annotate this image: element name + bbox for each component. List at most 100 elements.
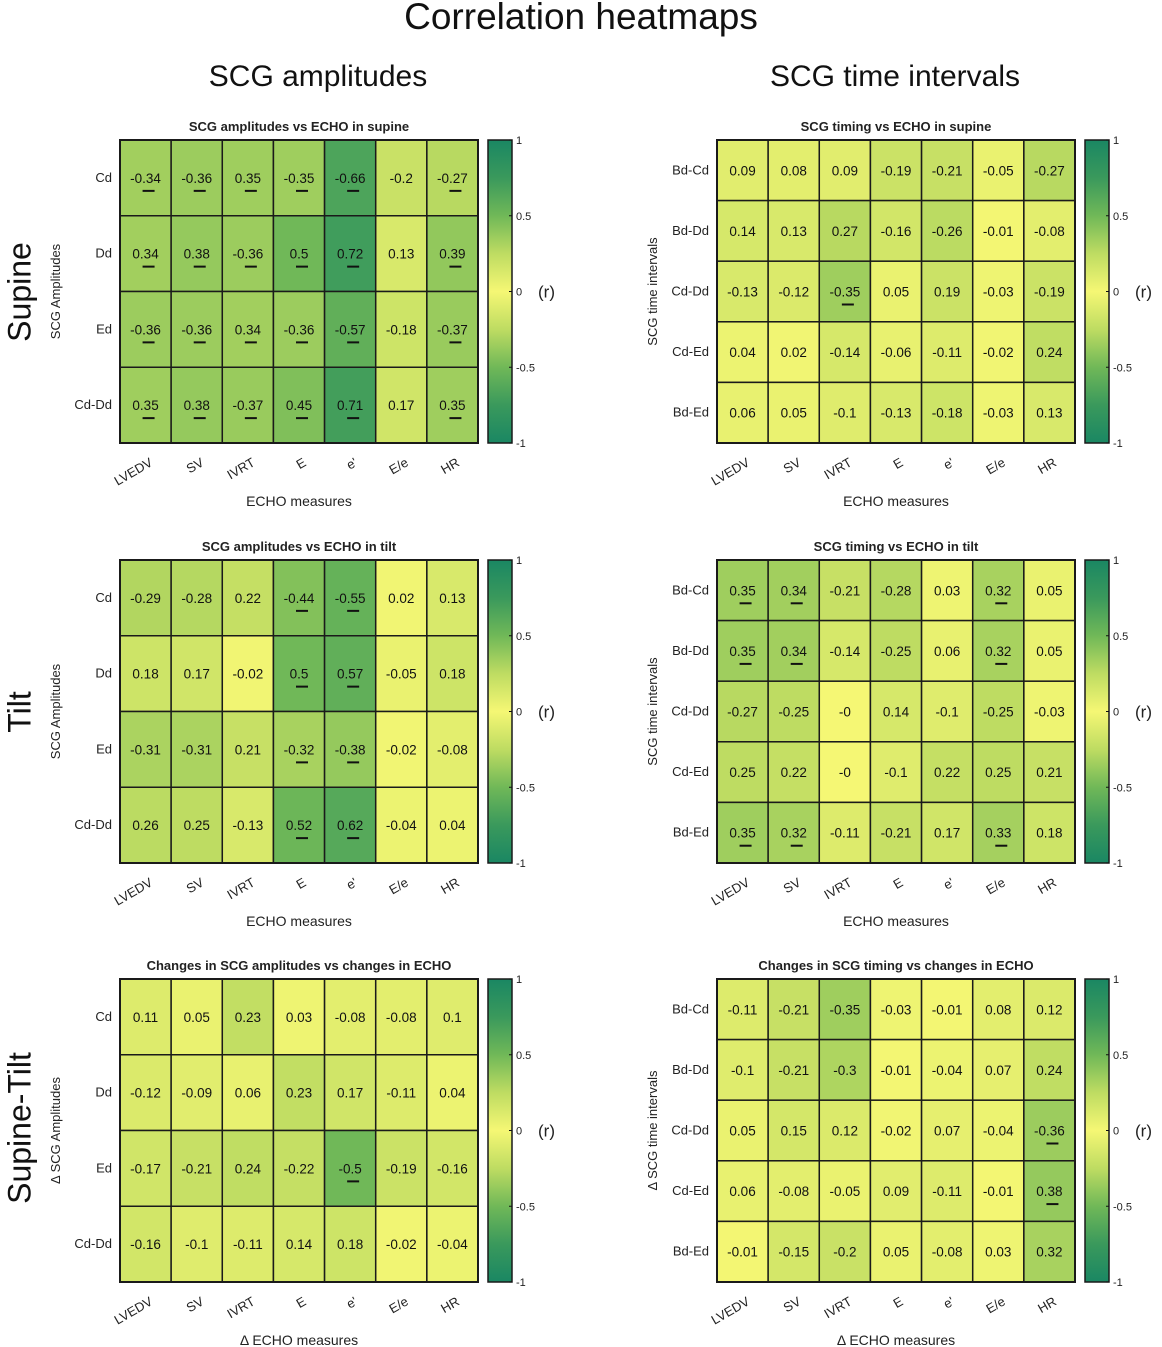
heatmap-cell xyxy=(221,1129,275,1207)
cell-value-label: -0.37 xyxy=(232,398,263,413)
colorbar-tick-label: -1 xyxy=(516,858,526,870)
heatmap-cell xyxy=(119,978,172,1056)
heatmap-cell xyxy=(426,710,479,788)
cell-value-label: 0.18 xyxy=(132,667,158,682)
cell-value-label: -0.19 xyxy=(881,163,912,178)
cell-value-label: 0.34 xyxy=(781,644,808,659)
cell-value-label: -0.02 xyxy=(386,742,417,757)
cell-value-label: 0.19 xyxy=(934,285,960,300)
heatmap-cell xyxy=(869,260,923,323)
heatmap-border xyxy=(119,139,479,444)
cell-value-label: -0.04 xyxy=(932,1063,963,1078)
heatmap-cell xyxy=(170,1129,224,1207)
cell-value-label: -0.01 xyxy=(881,1063,912,1078)
cell-value-label: 0.17 xyxy=(934,826,960,841)
cell-value-label: 0.12 xyxy=(1036,1002,1062,1017)
colorbar xyxy=(1084,559,1110,864)
heatmap-panel: SCG amplitudes vs ECHO in supine -0.34 -0.… xyxy=(48,119,555,509)
colorbar-tick-label: -0.5 xyxy=(1113,1201,1132,1213)
y-tick-label: Bd-Ed xyxy=(673,825,709,840)
cell-value-label: -0.44 xyxy=(284,591,315,606)
heatmap-cell xyxy=(119,1129,172,1207)
heatmap-cell xyxy=(920,978,974,1041)
colorbar-tick-label: 0 xyxy=(516,707,522,719)
cell-value-label: 0.04 xyxy=(439,1086,466,1101)
x-tick-label: HR xyxy=(1035,875,1059,897)
y-tick-label: Cd-Ed xyxy=(672,1183,709,1198)
heatmap-cell xyxy=(374,786,428,864)
cell-value-label: 0.03 xyxy=(985,1245,1011,1260)
cell-value-label: -0.03 xyxy=(983,406,1014,421)
cell-value-label: 0.22 xyxy=(781,765,807,780)
colorbar-tick-label: -0.5 xyxy=(1113,782,1132,794)
cell-value-label: -0.03 xyxy=(881,1002,912,1017)
colorbar-tick-label: 1 xyxy=(1113,555,1119,567)
x-tick-label: HR xyxy=(438,455,462,477)
x-tick-label: LVEDV xyxy=(708,1293,752,1327)
heatmap-cell xyxy=(374,215,428,293)
cell-value-label: -0.21 xyxy=(778,1063,809,1078)
cell-value-label: -0.08 xyxy=(932,1245,963,1260)
cell-value-label: 0.15 xyxy=(781,1124,807,1139)
cell-value-label: 0.17 xyxy=(337,1086,363,1101)
x-tick-label: LVEDV xyxy=(708,454,752,488)
cell-value-label: -0.21 xyxy=(829,583,860,598)
heatmap-cell xyxy=(323,290,377,368)
y-tick-label: Ed xyxy=(96,321,112,336)
cell-value-label: 0.5 xyxy=(290,247,309,262)
cell-value-label: -0.02 xyxy=(232,667,263,682)
y-axis-label: Δ SCG time intervals xyxy=(645,1070,660,1190)
heatmap-cell xyxy=(221,290,275,368)
heatmap-cell xyxy=(170,215,224,293)
heatmap-cell xyxy=(767,619,821,682)
cell-value-label: -0.13 xyxy=(727,285,758,300)
cell-value-label: -0.29 xyxy=(130,591,161,606)
cell-value-label: 0.05 xyxy=(1036,583,1062,598)
cell-value-label: 0.35 xyxy=(729,826,755,841)
cell-value-label: -0.01 xyxy=(983,1184,1014,1199)
cell-value-label: -0.25 xyxy=(778,705,809,720)
y-tick-label: Dd xyxy=(95,246,112,261)
y-tick-label: Cd-Dd xyxy=(671,1123,709,1138)
heatmap-cell xyxy=(119,290,172,368)
cell-value-label: 0.21 xyxy=(235,742,261,757)
colorbar-tick-label: 0.5 xyxy=(1113,631,1128,643)
cell-value-label: -0.28 xyxy=(181,591,212,606)
cell-value-label: -0.14 xyxy=(829,644,860,659)
cell-value-label: 0.22 xyxy=(934,765,960,780)
heatmap-cell xyxy=(971,321,1025,384)
heatmap-cell xyxy=(716,978,769,1041)
cell-value-label: 0.07 xyxy=(934,1124,960,1139)
cell-value-label: -0.16 xyxy=(881,224,912,239)
heatmap-cell xyxy=(1023,1038,1076,1101)
x-tick-label: e' xyxy=(344,455,360,473)
cell-value-label: -0.21 xyxy=(932,163,963,178)
colorbar-tick-label: -1 xyxy=(1113,1277,1123,1289)
heatmap-cell xyxy=(426,786,479,864)
y-tick-label: Cd-Dd xyxy=(671,284,709,299)
heatmap-panel: SCG timing vs ECHO in supine 0.09 0.08 0.09… xyxy=(645,119,1152,509)
cell-value-label: -0.1 xyxy=(884,765,907,780)
cell-value-label: -0.21 xyxy=(881,826,912,841)
cell-value-label: 0.52 xyxy=(286,818,312,833)
cell-value-label: 0.05 xyxy=(729,1124,755,1139)
colorbar-tick-label: 0 xyxy=(516,287,522,299)
cell-value-label: 0.05 xyxy=(883,285,909,300)
cell-value-label: -0.04 xyxy=(983,1124,1014,1139)
cell-value-label: 0.25 xyxy=(985,765,1011,780)
x-tick-label: E/e xyxy=(983,455,1007,478)
cell-value-label: 0.38 xyxy=(184,398,210,413)
cell-value-label: -0.21 xyxy=(778,1002,809,1017)
heatmap-cell xyxy=(971,1220,1025,1283)
heatmap-cell xyxy=(971,619,1025,682)
cell-value-label: 0.32 xyxy=(1036,1245,1062,1260)
heatmap-cell xyxy=(716,1160,769,1223)
cell-value-label: -0.3 xyxy=(833,1063,856,1078)
x-tick-label: SV xyxy=(781,454,804,476)
cell-value-label: 0.13 xyxy=(1036,406,1062,421)
heatmap-cell xyxy=(1023,260,1076,323)
x-tick-label: LVEDV xyxy=(708,874,752,908)
x-tick-label: IVRT xyxy=(224,1294,257,1322)
cell-value-label: -0.27 xyxy=(437,171,468,186)
heatmap-cell xyxy=(426,215,479,293)
